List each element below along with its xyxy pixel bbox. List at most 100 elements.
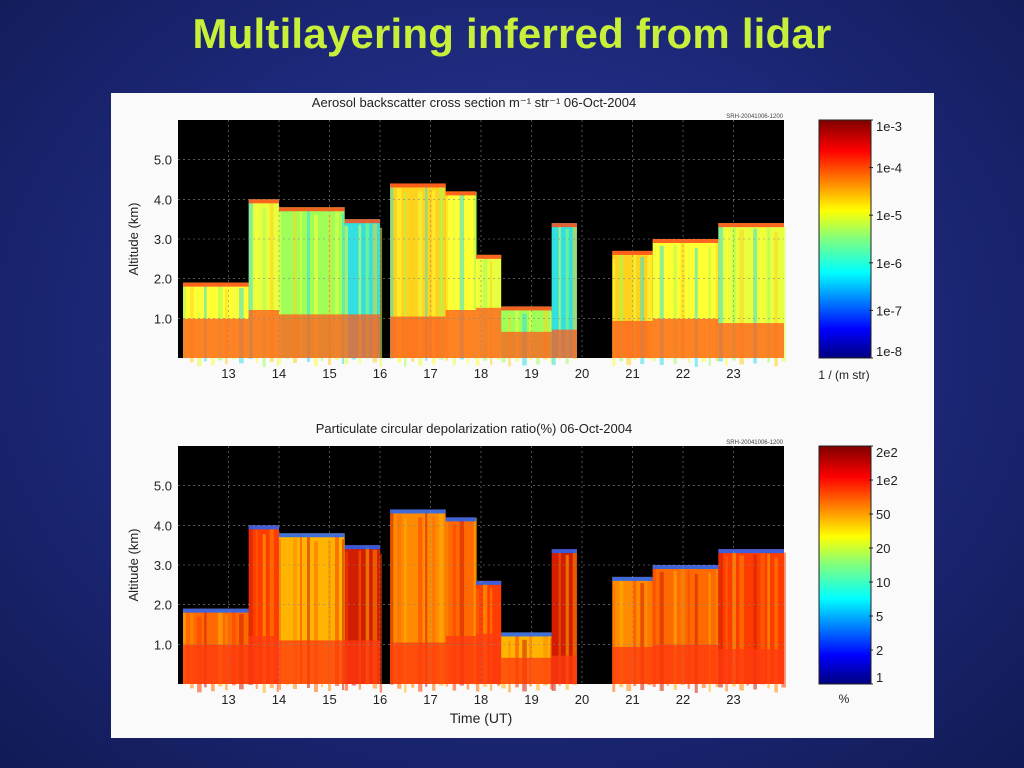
cloud-streak (452, 523, 457, 691)
cloud-streak (473, 517, 478, 685)
lidar-figure: Aerosol backscatter cross section m⁻¹ st… (111, 93, 934, 738)
depolarization-panel: Particulate circular depolarization rati… (126, 421, 898, 726)
x-tick-label: 22 (676, 692, 690, 707)
boundary-layer-band (344, 640, 380, 684)
backscatter-colorbar (818, 119, 872, 359)
cloud-streak (397, 514, 402, 689)
backscatter-x-ticks: 13 14 15 16 17 18 19 20 21 22 23 (221, 366, 740, 381)
x-tick-label: 19 (524, 692, 538, 707)
cloud-streak (565, 229, 569, 364)
cloud-streak (612, 585, 616, 693)
boundary-layer-band (501, 657, 552, 684)
cloud-streak (279, 539, 281, 690)
cloud-streak (344, 551, 349, 691)
cloud-streak (558, 225, 561, 360)
colorbar-label: 50 (876, 507, 890, 522)
colorbar-label: 2e2 (876, 445, 898, 460)
cloud-streak (558, 551, 561, 686)
cloud-top-edge (344, 545, 380, 550)
cloud-streak (262, 534, 266, 693)
cloud-streak (358, 550, 362, 690)
x-tick-label: 20 (575, 366, 589, 381)
cloud-streak (439, 185, 444, 360)
x-tick-label: 15 (322, 692, 336, 707)
cloud-streak (680, 239, 685, 359)
x-tick-label: 17 (423, 366, 437, 381)
colorbar-label: 1e-6 (876, 256, 902, 271)
cloud-streak (321, 536, 323, 687)
colorbar-label: 1e-4 (876, 161, 902, 176)
cloud-streak (680, 565, 685, 685)
boundary-layer-band (183, 318, 249, 358)
boundary-layer-band (390, 642, 446, 684)
cloud-streak (760, 223, 765, 359)
cloud-streak (365, 545, 370, 685)
cloud-streak (652, 567, 656, 687)
colorbar-label: 1e-5 (876, 208, 902, 223)
cloud-streak (572, 550, 577, 685)
cloud-streak (262, 208, 266, 367)
cloud-streak (633, 253, 637, 361)
cloud-streak (342, 539, 344, 690)
cloud-streak (372, 549, 378, 689)
cloud-streak (626, 258, 632, 366)
backscatter-panel: Aerosol backscatter cross section m⁻¹ st… (126, 95, 902, 382)
cloud-streak (418, 191, 423, 366)
cloud-top-edge (183, 282, 249, 287)
cloud-streak (411, 513, 415, 688)
cloud-streak (673, 244, 677, 364)
cloud-streak (314, 215, 318, 366)
cloud-streak (753, 228, 757, 364)
x-tick-label: 13 (221, 692, 235, 707)
boundary-layer-band (551, 329, 577, 358)
cloud-streak (255, 204, 258, 363)
cloud-top-edge (652, 239, 719, 243)
cloud-top-edge (344, 219, 380, 224)
cloud-streak (774, 557, 778, 693)
cloud-streak (276, 533, 279, 692)
x-tick-label: 23 (726, 692, 740, 707)
cloud-streak (666, 240, 669, 360)
x-tick-label: 15 (322, 366, 336, 381)
cloud-streak (439, 511, 444, 686)
depolarization-x-axis-label: Time (UT) (450, 710, 512, 726)
cloud-streak (640, 257, 645, 365)
cloud-top-edge (248, 199, 279, 204)
cloud-streak (715, 567, 719, 687)
cloud-streak (760, 549, 765, 685)
cloud-streak (418, 517, 423, 692)
cloud-streak (647, 252, 653, 360)
cloud-streak (404, 518, 407, 693)
cloud-streak (767, 227, 770, 363)
cloud-streak (718, 226, 723, 362)
cloud-top-edge (279, 207, 345, 212)
cloud-streak (659, 245, 664, 365)
depolarization-y-ticks: 1.0 2.0 3.0 4.0 5.0 (154, 479, 172, 653)
y-tick-label: 2.0 (154, 598, 172, 613)
x-tick-label: 18 (474, 692, 488, 707)
x-tick-label: 16 (373, 366, 387, 381)
cloud-streak (279, 213, 281, 364)
boundary-layer-band (475, 633, 502, 684)
cloud-streak (739, 555, 744, 691)
boundary-layer-band (445, 636, 476, 684)
cloud-streak (725, 556, 728, 692)
cloud-top-edge (652, 565, 719, 569)
cloud-streak (342, 213, 344, 364)
cloud-streak (404, 192, 407, 367)
x-tick-label: 19 (524, 366, 538, 381)
cloud-streak (459, 518, 465, 686)
cloud-streak (640, 583, 645, 691)
cloud-top-edge (475, 580, 502, 585)
x-tick-label: 21 (625, 366, 639, 381)
cloud-streak (781, 226, 786, 362)
lidar-figure-svg: Aerosol backscatter cross section m⁻¹ st… (126, 95, 902, 726)
cloud-streak (551, 556, 556, 691)
boundary-layer-band (248, 310, 279, 358)
boundary-layer-band (445, 310, 476, 358)
cloud-top-edge (390, 509, 446, 514)
cloud-streak (248, 526, 253, 685)
depolarization-colorbar-unit: % (839, 692, 850, 706)
colorbar-label: 1e-7 (876, 303, 902, 318)
x-tick-label: 20 (575, 692, 589, 707)
